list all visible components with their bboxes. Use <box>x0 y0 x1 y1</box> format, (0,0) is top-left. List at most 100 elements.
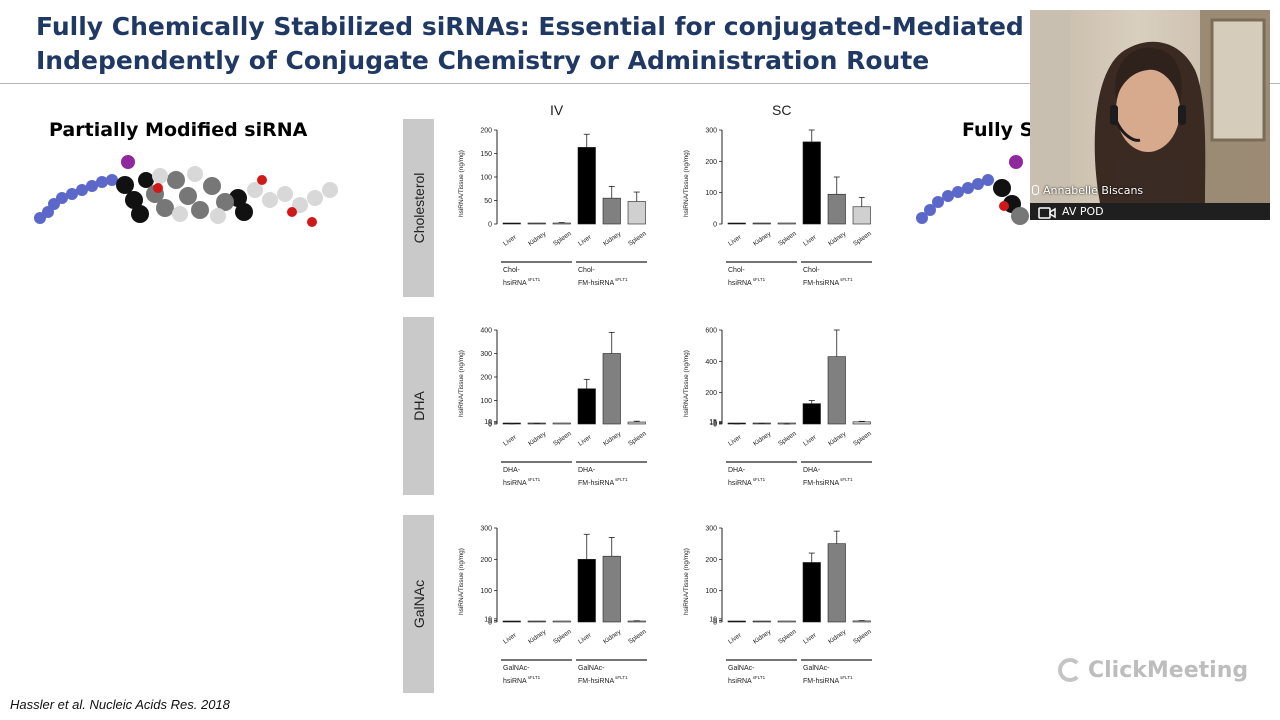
bar-spleen <box>627 201 646 225</box>
group-label-superscript: sFLT1 <box>753 477 766 482</box>
y-tick-label: 0 <box>713 222 717 229</box>
x-tick-label: Spleen <box>852 230 873 248</box>
group-label: FM-hsiRNAsFLT1 <box>803 477 853 487</box>
presenter-video-image <box>1030 10 1270 203</box>
y-tick-label: 100 <box>480 398 492 405</box>
x-tick-label: Spleen <box>627 430 648 448</box>
chart-cholesterol-iv: hsiRNA/Tissue (ng/mg) 0 50 100 150 200 Liver Ki… <box>455 120 655 292</box>
group-label: FM-hsiRNAsFLT1 <box>803 277 853 287</box>
presenter-video-tile[interactable]: Annabelle Biscans AV POD <box>1030 10 1270 220</box>
y-tick-label: 5 <box>488 420 492 427</box>
group-label: DHA- <box>803 467 821 474</box>
chart-galnac-sc: hsiRNA/Tissue (ng/mg) 0 5 10 100 200 300 Liver K… <box>680 518 880 690</box>
bar-liver <box>577 147 596 225</box>
bar-liver <box>502 620 521 623</box>
clickmeeting-watermark-text: ClickMeeting <box>1088 657 1249 683</box>
title-divider <box>0 83 1280 84</box>
bar-chart-svg: hsiRNA/Tissue (ng/mg) 0 100 200 300 Liver Kidn… <box>683 128 873 288</box>
x-tick-label: Liver <box>577 433 593 447</box>
y-tick-label: 300 <box>480 526 492 533</box>
group-label-superscript: sFLT1 <box>528 477 541 482</box>
group-label: DHA- <box>728 467 746 474</box>
bar-chart-svg: hsiRNA/Tissue (ng/mg) 0 50 100 150 200 Liver Ki… <box>458 128 648 288</box>
x-tick-label: Liver <box>577 631 593 645</box>
y-tick-label: 200 <box>480 375 492 382</box>
bar-liver <box>577 388 596 425</box>
camera-source-label: AV POD <box>1062 205 1104 218</box>
group-label: Chol- <box>578 267 595 274</box>
row-label-cholesterol: Cholesterol <box>403 119 434 297</box>
bar-spleen <box>552 422 571 425</box>
y-tick-label: 100 <box>480 175 492 182</box>
bar-kidney <box>752 620 771 623</box>
chart-galnac-iv: hsiRNA/Tissue (ng/mg) 0 5 10 100 200 300 Liver K… <box>455 518 655 690</box>
x-tick-label: Liver <box>577 233 593 247</box>
y-tick-label: 200 <box>480 128 492 135</box>
row-label-galnac: GalNAc <box>403 515 434 693</box>
slide-title-line-1: Fully Chemically Stabilized siRNAs: Esse… <box>36 12 1104 41</box>
bar-spleen <box>777 620 796 623</box>
x-tick-label: Kidney <box>527 230 548 248</box>
group-label: FM-hsiRNAsFLT1 <box>578 477 628 487</box>
y-axis-label: hsiRNA/Tissue (ng/mg) <box>458 350 465 417</box>
y-tick-label: 10 <box>484 419 492 426</box>
y-tick-label: 0 <box>488 620 492 627</box>
group-label-superscript: sFLT1 <box>753 675 766 680</box>
bar-liver <box>577 559 596 623</box>
x-tick-label: Spleen <box>777 628 798 646</box>
group-label: Chol- <box>803 267 820 274</box>
y-tick-label: 200 <box>705 159 717 166</box>
participant-name-text: Annabelle Biscans <box>1043 184 1144 197</box>
y-tick-label: 5 <box>488 618 492 625</box>
x-tick-label: Kidney <box>752 430 773 448</box>
row-label-dha-text: DHA <box>410 391 427 421</box>
y-axis-label: hsiRNA/Tissue (ng/mg) <box>458 150 465 217</box>
x-tick-label: Liver <box>502 433 518 447</box>
bar-spleen <box>777 222 796 225</box>
camera-bar <box>1030 203 1270 220</box>
group-label: hsiRNAsFLT1 <box>728 477 766 487</box>
chart-cholesterol-sc: hsiRNA/Tissue (ng/mg) 0 100 200 300 Liver Kidn… <box>680 120 880 292</box>
bar-kidney <box>827 193 846 225</box>
group-label: hsiRNAsFLT1 <box>503 477 541 487</box>
y-tick-label: 100 <box>480 588 492 595</box>
y-axis-label: hsiRNA/Tissue (ng/mg) <box>683 548 690 615</box>
y-tick-label: 300 <box>705 128 717 135</box>
bar-kidney <box>527 222 546 225</box>
x-tick-label: Spleen <box>852 628 873 646</box>
y-tick-label: 150 <box>480 151 492 158</box>
bar-spleen <box>852 421 871 425</box>
x-tick-label: Liver <box>502 631 518 645</box>
y-tick-label: 0 <box>488 222 492 229</box>
x-tick-label: Spleen <box>552 230 573 248</box>
x-tick-label: Spleen <box>627 628 648 646</box>
bar-spleen <box>852 620 871 623</box>
x-tick-label: Spleen <box>552 430 573 448</box>
y-axis-label: hsiRNA/Tissue (ng/mg) <box>458 548 465 615</box>
y-tick-label: 10 <box>484 616 492 623</box>
x-tick-label: Kidney <box>752 628 773 646</box>
slide-title: Fully Chemically Stabilized siRNAs: Esse… <box>36 10 1104 78</box>
x-tick-label: Kidney <box>602 230 623 248</box>
group-label: GalNAc- <box>728 665 755 672</box>
x-tick-label: Liver <box>802 433 818 447</box>
y-tick-label: 100 <box>705 588 717 595</box>
y-axis-label: hsiRNA/Tissue (ng/mg) <box>683 150 690 217</box>
clickmeeting-logo-icon <box>1058 658 1082 682</box>
bar-spleen <box>627 421 646 425</box>
y-tick-label: 200 <box>705 557 717 564</box>
row-label-dha: DHA <box>403 317 434 495</box>
clickmeeting-watermark: ClickMeeting <box>1058 654 1248 686</box>
bar-kidney <box>827 356 846 425</box>
group-label: DHA- <box>503 467 521 474</box>
group-label: GalNAc- <box>803 665 830 672</box>
x-tick-label: Kidney <box>827 230 848 248</box>
x-tick-label: Spleen <box>777 430 798 448</box>
camera-icon[interactable] <box>1038 206 1056 220</box>
row-label-cholesterol-text: Cholesterol <box>410 172 427 244</box>
group-label: FM-hsiRNAsFLT1 <box>803 675 853 685</box>
x-tick-label: Kidney <box>827 430 848 448</box>
x-tick-label: Liver <box>802 233 818 247</box>
